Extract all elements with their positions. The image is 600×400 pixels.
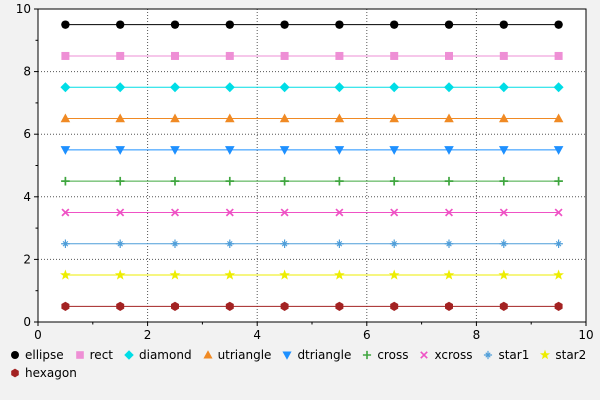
star2-marker-icon xyxy=(540,349,551,360)
series-star1 xyxy=(61,239,563,249)
legend-label: ellipse xyxy=(25,348,64,362)
legend-item-utriangle: utriangle xyxy=(201,348,272,362)
legend-item-rect: rect xyxy=(73,348,113,362)
square-marker-icon xyxy=(75,351,84,359)
series-rect xyxy=(61,51,563,60)
series-dtriangle xyxy=(60,146,564,155)
x-tick-label: 10 xyxy=(578,328,593,342)
legend-label: star1 xyxy=(498,348,530,362)
legend-item-star1: star1 xyxy=(481,348,529,362)
diamond-marker-icon xyxy=(124,350,134,360)
legend-label: cross xyxy=(377,348,409,362)
x-tick-label: 8 xyxy=(473,328,481,342)
series-xcross xyxy=(61,208,563,217)
legend-item-diamond: diamond xyxy=(122,348,192,362)
legend-label: dtriangle xyxy=(297,348,352,362)
legend-label: xcross xyxy=(434,348,473,362)
series-cross xyxy=(61,176,563,186)
legend-item-star2: star2 xyxy=(538,348,586,362)
series-utriangle xyxy=(60,113,564,123)
dtriangle-marker-icon xyxy=(282,351,292,360)
x-tick-label: 4 xyxy=(253,328,261,342)
legend-label: utriangle xyxy=(217,348,272,362)
series-star2 xyxy=(60,269,564,280)
legend-label: star2 xyxy=(555,348,587,362)
legend-item-xcross: xcross xyxy=(417,348,472,362)
series-hexagon xyxy=(61,301,563,311)
hexagon-marker-icon xyxy=(11,368,19,378)
legend-item-ellipse: ellipse xyxy=(8,348,64,362)
y-tick-label: 6 xyxy=(23,127,31,141)
y-tick-label: 2 xyxy=(23,252,31,266)
legend-item-cross: cross xyxy=(360,348,408,362)
x-tick-label: 2 xyxy=(144,328,152,342)
legend-label: hexagon xyxy=(25,366,77,380)
legend-item-dtriangle: dtriangle xyxy=(280,348,351,362)
plot-svg: 0 2 4 6 8 10 0 2 4 6 8 10 xyxy=(16,2,594,342)
legend-label: diamond xyxy=(139,348,192,362)
legend-label: rect xyxy=(89,348,113,362)
x-tick-label: 0 xyxy=(34,328,42,342)
y-tick-label: 0 xyxy=(23,315,31,329)
cross-marker-icon xyxy=(363,350,372,360)
plot-area xyxy=(38,9,586,322)
plot-frame xyxy=(37,8,587,323)
y-tick-label: 4 xyxy=(23,190,31,204)
x-tick-label: 6 xyxy=(363,328,371,342)
y-tick-label: 8 xyxy=(23,65,31,79)
star1-marker-icon xyxy=(484,350,493,360)
circle-marker-icon xyxy=(11,351,19,359)
series-ellipse xyxy=(61,20,563,29)
xcross-marker-icon xyxy=(420,351,429,359)
series-diamond xyxy=(60,82,564,93)
utriangle-marker-icon xyxy=(203,350,213,359)
y-tick-label: 10 xyxy=(16,2,31,16)
legend: ellipse rect diamond utriangle dtriangle cros… xyxy=(8,348,600,380)
legend-item-hexagon: hexagon xyxy=(8,366,77,380)
